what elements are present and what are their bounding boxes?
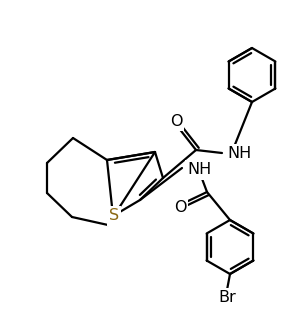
Text: S: S <box>109 209 119 223</box>
Text: Br: Br <box>218 291 236 306</box>
Text: NH: NH <box>187 163 211 178</box>
Text: O: O <box>170 114 182 129</box>
Text: O: O <box>174 201 186 215</box>
Text: NH: NH <box>227 147 251 162</box>
